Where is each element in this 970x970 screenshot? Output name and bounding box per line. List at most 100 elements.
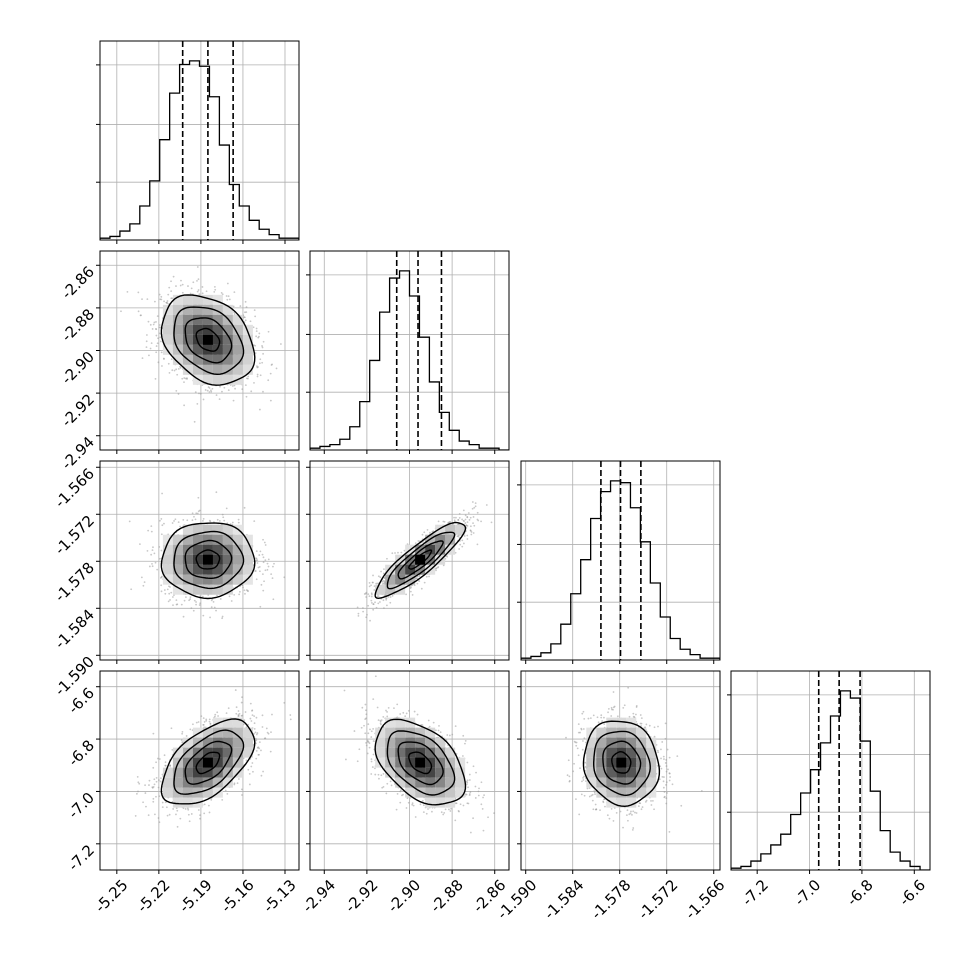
density-cell [405, 564, 416, 575]
density-cell [212, 344, 223, 355]
density-cell [212, 524, 223, 535]
scatter-point [423, 581, 426, 584]
density-cell [202, 374, 213, 385]
panel-plot-area [100, 671, 299, 870]
scatter-point [362, 607, 364, 609]
scatter-point [221, 513, 224, 516]
scatter-point [161, 524, 164, 527]
scatter-point [254, 344, 257, 347]
density-cell [222, 574, 233, 585]
density-cell [182, 304, 193, 315]
scatter-point [193, 420, 196, 423]
scatter-point [242, 586, 244, 589]
scatter-point [273, 562, 275, 565]
scatter-point [171, 748, 174, 751]
scatter-point [164, 592, 167, 595]
scatter-point [179, 365, 181, 368]
scatter-point [160, 298, 163, 301]
scatter-point [370, 601, 373, 604]
scatter-point [461, 539, 464, 542]
density-cell [192, 304, 203, 315]
density-cell [192, 294, 203, 305]
scatter-point [155, 351, 158, 354]
scatter-point [201, 286, 204, 288]
density-cell [202, 584, 213, 595]
scatter-point [228, 298, 231, 301]
scatter-point [469, 516, 472, 519]
scatter-point [244, 384, 247, 387]
scatter-point [381, 583, 384, 585]
scatter-point [187, 285, 189, 287]
scatter-point [175, 599, 178, 602]
scatter-point [472, 532, 475, 534]
scatter-point [165, 301, 168, 304]
scatter-point [366, 613, 368, 616]
scatter-point [254, 570, 257, 572]
scatter-point [256, 373, 259, 376]
density-cell [232, 554, 243, 565]
density-cell [192, 344, 203, 355]
scatter-point [193, 515, 195, 518]
density-cell [222, 334, 233, 345]
scatter-point [267, 558, 270, 561]
scatter-point [389, 596, 392, 598]
density-cell [242, 324, 253, 335]
scatter-point [255, 330, 258, 333]
scatter-point [468, 518, 471, 521]
scatter-point [464, 522, 467, 524]
scatter-point [197, 510, 200, 513]
scatter-point [458, 516, 461, 519]
scatter-point [162, 357, 165, 360]
density-cell [182, 364, 193, 375]
scatter-point [213, 285, 216, 288]
scatter-point [159, 519, 161, 522]
scatter-point [490, 521, 493, 524]
density-cell [242, 364, 253, 375]
density-cell [172, 554, 183, 565]
scatter-point [160, 533, 163, 536]
scatter-point [166, 300, 169, 302]
scatter-point [472, 516, 475, 518]
scatter-point [120, 310, 122, 313]
scatter-point [462, 509, 465, 512]
density-cell [192, 564, 203, 575]
scatter-point [147, 529, 150, 532]
scatter-point [181, 741, 184, 744]
scatter-point [223, 519, 226, 522]
density-cell [212, 354, 223, 365]
density-cell [192, 554, 203, 565]
scatter-point [171, 369, 174, 372]
contour-line [160, 294, 256, 386]
scatter-point [167, 600, 170, 603]
density-cell [162, 534, 173, 545]
scatter-point [172, 604, 174, 607]
scatter-point [175, 603, 178, 606]
scatter-point [264, 559, 267, 562]
scatter-point [372, 574, 374, 577]
scatter-point [253, 520, 256, 523]
scatter-point [377, 595, 380, 597]
scatter-point [233, 384, 236, 387]
scatter-point [182, 518, 185, 521]
scatter-point [373, 585, 376, 588]
scatter-point [202, 517, 205, 520]
scatter-point [272, 598, 275, 601]
density-cell [232, 354, 243, 365]
scatter-point [249, 702, 252, 705]
scatter-point [143, 581, 146, 584]
scatter-point [213, 606, 216, 609]
scatter-point [474, 505, 477, 508]
scatter-point [238, 590, 241, 593]
scatter-point [173, 369, 176, 372]
scatter-point [264, 544, 267, 546]
scatter-point [196, 512, 199, 515]
scatter-point [469, 525, 472, 528]
density-cell [202, 364, 213, 375]
density-cell [415, 564, 426, 575]
scatter-point [161, 492, 164, 495]
scatter-point [202, 614, 205, 617]
scatter-point [238, 593, 241, 596]
scatter-point [159, 576, 162, 579]
scatter-point [466, 538, 469, 540]
scatter-point [241, 388, 244, 391]
